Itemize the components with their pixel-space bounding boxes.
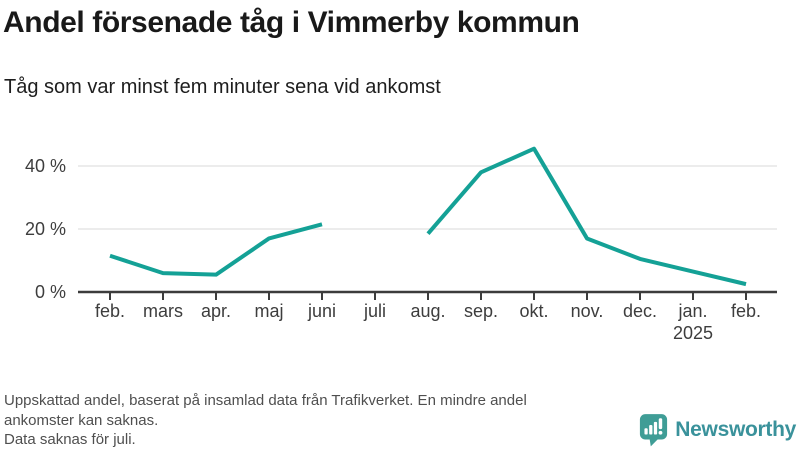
x-axis-label: aug. bbox=[410, 301, 445, 321]
y-axis-label: 20 % bbox=[25, 219, 66, 239]
newsworthy-logo: Newsworthy bbox=[639, 413, 796, 447]
data-line bbox=[426, 146, 747, 287]
x-axis-label: apr. bbox=[201, 301, 231, 321]
y-axis-label: 0 % bbox=[35, 282, 66, 302]
chart-title: Andel försenade tåg i Vimmerby kommun bbox=[3, 6, 580, 39]
x-axis-label: okt. bbox=[519, 301, 548, 321]
x-axis-label: sep. bbox=[464, 301, 498, 321]
x-axis-label: dec. bbox=[623, 301, 657, 321]
chart-footnotes: Uppskattad andel, baserat på insamlad da… bbox=[4, 391, 527, 450]
newsworthy-logo-text: Newsworthy bbox=[675, 418, 796, 441]
x-axis-label: jan. bbox=[677, 301, 707, 321]
x-axis-label: feb. bbox=[95, 301, 125, 321]
x-axis-label: juli bbox=[363, 301, 386, 321]
x-axis-label: mars bbox=[143, 301, 183, 321]
chart-subtitle: Tåg som var minst fem minuter sena vid a… bbox=[4, 76, 441, 98]
footnote-line: Data saknas för juli. bbox=[4, 431, 136, 448]
data-line bbox=[109, 222, 323, 277]
footnote-line: Uppskattad andel, baserat på insamlad da… bbox=[4, 392, 527, 409]
x-axis-label: juni bbox=[307, 301, 336, 321]
x-axis-year-label: 2025 bbox=[673, 323, 713, 343]
x-axis-label: feb. bbox=[731, 301, 761, 321]
newsworthy-logo-icon bbox=[640, 414, 668, 447]
x-axis-label: nov. bbox=[571, 301, 604, 321]
y-axis-label: 40 % bbox=[25, 156, 66, 176]
footnote-line: ankomster kan saknas. bbox=[4, 411, 159, 429]
x-axis-label: maj bbox=[254, 301, 283, 321]
